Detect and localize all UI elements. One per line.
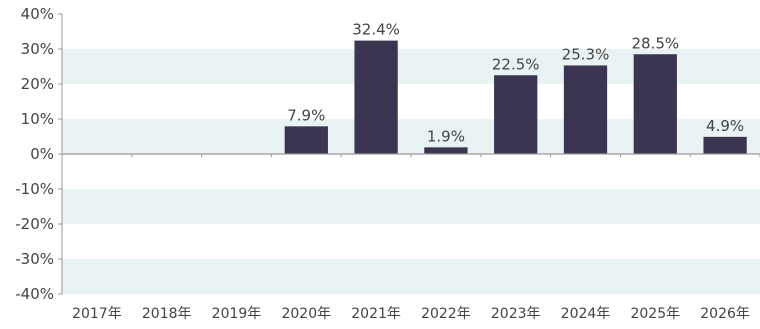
y-tick-label: 10%	[21, 110, 54, 128]
grid-band	[62, 189, 760, 224]
y-tick-label: -10%	[15, 180, 54, 198]
bar-2025年	[633, 54, 677, 154]
x-tick-label: 2022年	[421, 306, 471, 322]
y-tick-label: 20%	[21, 75, 54, 93]
x-tick-label: 2018年	[142, 306, 192, 322]
bar-2024年	[563, 65, 608, 154]
x-tick-label: 2021年	[351, 306, 401, 322]
data-label: 4.9%	[706, 117, 744, 135]
y-axis: 40% 30% 20% 10% 0% -10% -20% -30% -40%	[15, 5, 63, 303]
y-tick-label: -20%	[15, 215, 54, 233]
grid-band	[62, 259, 760, 294]
bar-2020年	[284, 126, 328, 154]
data-labels: 7.9% 32.4% 1.9% 22.5% 25.3% 28.5% 4.9%	[287, 21, 744, 146]
bar-2023年	[494, 75, 538, 154]
x-tick-label: 2017年	[72, 306, 122, 322]
data-label: 28.5%	[631, 34, 679, 52]
x-tick-label: 2020年	[281, 306, 331, 322]
data-label: 7.9%	[287, 106, 325, 124]
x-tick-label: 2019年	[212, 306, 262, 322]
y-tick-label: -40%	[15, 285, 54, 303]
x-tick-label: 2023年	[491, 306, 541, 322]
y-tick-label: 30%	[21, 40, 54, 58]
data-label: 25.3%	[562, 45, 610, 63]
x-tick-label: 2025年	[630, 306, 680, 322]
x-tick-label: 2026年	[700, 306, 750, 322]
y-tick-label: 0%	[30, 145, 54, 163]
data-label: 22.5%	[492, 55, 540, 73]
y-tick-label: -30%	[15, 250, 54, 268]
bars	[284, 40, 747, 154]
x-axis: 2017年 2018年 2019年 2020年 2021年 2022年 2023年 2024年…	[61, 154, 760, 322]
data-label: 32.4%	[352, 21, 400, 39]
bar-2021年	[354, 40, 398, 154]
bar-2026年	[703, 136, 747, 154]
y-tick-label: 40%	[21, 5, 54, 23]
data-label: 1.9%	[427, 127, 465, 145]
x-tick-label: 2024年	[561, 306, 611, 322]
bar-2022年	[424, 147, 468, 154]
